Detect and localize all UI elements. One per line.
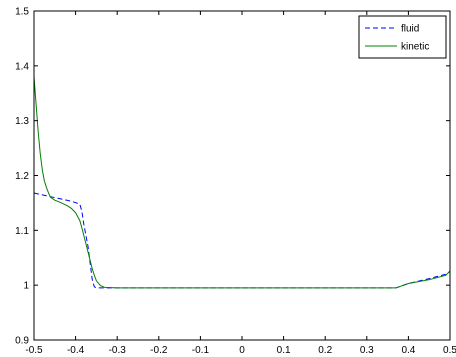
x-tick-label: 0.5 (443, 345, 456, 356)
x-tick-label: 0.4 (401, 345, 415, 356)
x-tick-label: -0.5 (25, 345, 43, 356)
series-line-fluid (33, 192, 451, 289)
series-layer (33, 76, 451, 289)
y-tick-label: 1.4 (15, 61, 29, 72)
x-tick-label: 0.2 (318, 345, 332, 356)
legend-box (358, 15, 447, 59)
plot-frame (33, 10, 451, 341)
x-tick-label: -0.2 (150, 345, 168, 356)
series-line-kinetic (33, 76, 451, 289)
y-tick-label: 1.5 (15, 7, 29, 18)
x-tick-label: -0.3 (109, 345, 127, 356)
legend-label-fluid: fluid (401, 24, 419, 35)
legend: fluid kinetic (358, 15, 447, 59)
x-axis: -0.5 -0.4 -0.3 -0.2 -0.1 0 0.1 0.2 0.3 0.4 0.5 (25, 11, 456, 356)
y-tick-label: 1.1 (15, 226, 29, 237)
y-axis: 0.9 1 1.1 1.2 1.3 1.4 1.5 (15, 7, 450, 347)
y-tick-label: 1.3 (15, 116, 29, 127)
legend-label-kinetic: kinetic (401, 42, 429, 53)
x-tick-label: -0.1 (192, 345, 210, 356)
x-tick-label: 0 (239, 345, 245, 356)
y-tick-label: 0.9 (15, 336, 29, 347)
y-tick-label: 1.2 (15, 171, 29, 182)
x-tick-label: 0.3 (360, 345, 374, 356)
x-tick-label: -0.4 (67, 345, 85, 356)
y-tick-label: 1 (23, 281, 29, 292)
x-tick-label: 0.1 (277, 345, 291, 356)
